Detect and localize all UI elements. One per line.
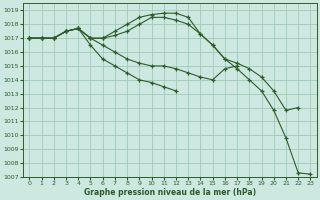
X-axis label: Graphe pression niveau de la mer (hPa): Graphe pression niveau de la mer (hPa) bbox=[84, 188, 256, 197]
